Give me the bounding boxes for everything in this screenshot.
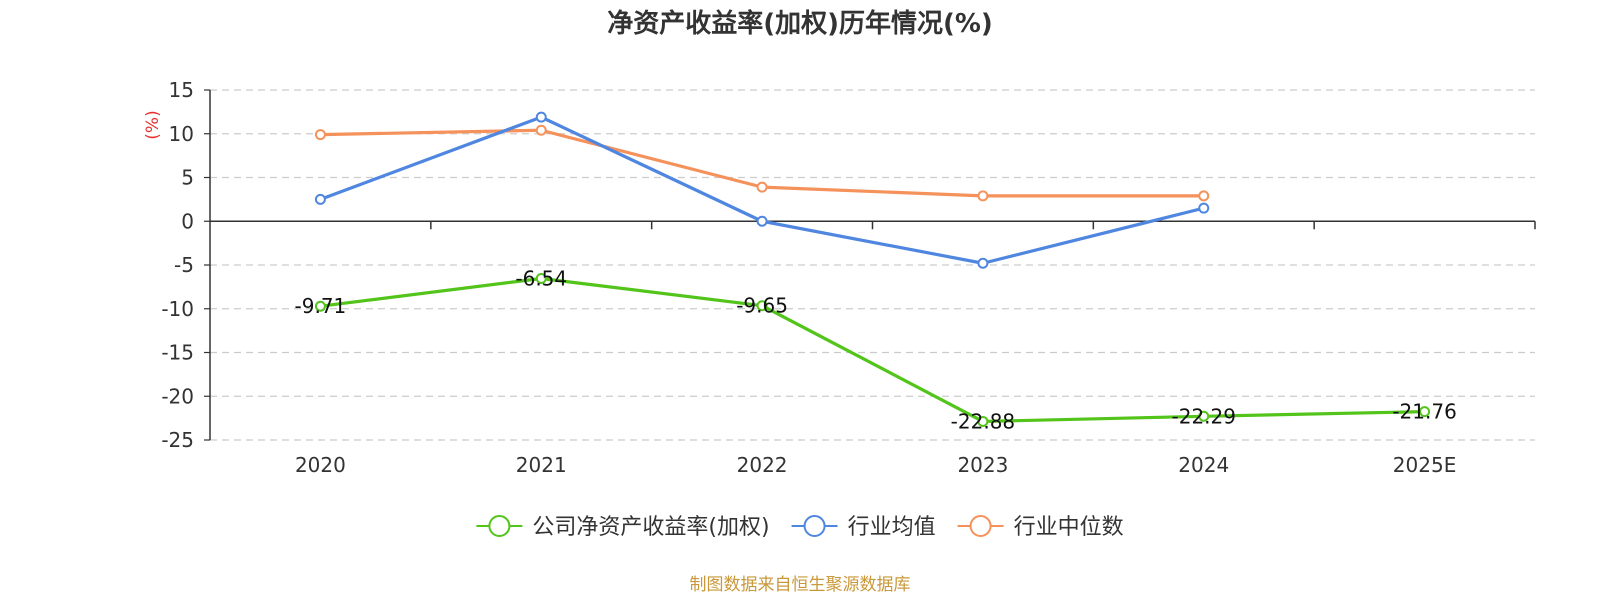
data-label: -21.76 <box>1392 400 1456 424</box>
x-tick-label: 2022 <box>737 453 788 477</box>
grid-lines <box>210 89 1535 441</box>
legend-label: 行业中位数 <box>1014 515 1124 540</box>
axes: 15 10 5 0 -5 -10 -15 -20 -25 2020 2021 2022 2023 2024… <box>161 78 1536 477</box>
y-tick-label: 0 <box>181 209 194 233</box>
x-tick-label: 2023 <box>957 453 1008 477</box>
data-label: -6.54 <box>515 266 567 290</box>
legend-label: 公司净资产收益率(加权) <box>532 515 769 540</box>
data-label: -22.29 <box>1172 404 1236 428</box>
chart-title: 净资产收益率(加权)历年情况(%) <box>607 8 993 39</box>
source-note: 制图数据来自恒生聚源数据库 <box>690 575 911 595</box>
y-tick-label: -25 <box>161 428 194 452</box>
series-lines <box>314 111 1431 427</box>
data-point[interactable] <box>756 300 768 312</box>
data-point[interactable] <box>977 415 989 427</box>
legend: 公司净资产收益率(加权) 行业均值 行业中位数 <box>476 515 1124 540</box>
data-point[interactable] <box>977 190 989 202</box>
data-point[interactable] <box>535 111 547 123</box>
data-label: -9.65 <box>736 294 788 318</box>
data-point[interactable] <box>1198 410 1210 422</box>
data-point[interactable] <box>535 124 547 136</box>
data-point[interactable] <box>1198 202 1210 214</box>
data-point[interactable] <box>756 181 768 193</box>
legend-item-1[interactable]: 行业均值 <box>791 515 936 540</box>
data-point[interactable] <box>535 272 547 284</box>
data-label: -9.71 <box>295 294 347 318</box>
x-tick-label: 2021 <box>516 453 567 477</box>
data-labels: -9.71 -6.54 -9.65 -22.88 -22.29 -21.76 <box>295 266 1457 433</box>
y-tick-label: -10 <box>161 297 194 321</box>
y-tick-label: 5 <box>181 166 194 190</box>
y-tick-label: -15 <box>161 341 194 365</box>
data-point[interactable] <box>756 215 768 227</box>
x-tick-label: 2024 <box>1178 453 1229 477</box>
data-point[interactable] <box>314 129 326 141</box>
legend-marker <box>803 515 826 537</box>
data-point[interactable] <box>977 257 989 269</box>
y-tick-label: 15 <box>169 78 194 102</box>
y-tick-label: 10 <box>169 122 194 146</box>
y-tick-label: -20 <box>161 384 194 408</box>
data-point[interactable] <box>1419 406 1431 418</box>
data-label: -22.88 <box>951 409 1015 433</box>
series-line-0 <box>320 276 1425 424</box>
legend-marker <box>488 515 511 537</box>
x-tick-label: 2025E <box>1393 453 1457 477</box>
legend-item-2[interactable]: 行业中位数 <box>957 515 1124 540</box>
x-tick-label: 2020 <box>295 453 346 477</box>
data-point[interactable] <box>1198 190 1210 202</box>
legend-label: 行业均值 <box>848 515 936 540</box>
legend-item-0[interactable]: 公司净资产收益率(加权) <box>476 515 770 540</box>
y-axis-unit-label: (%) <box>143 110 163 139</box>
data-point[interactable] <box>314 193 326 205</box>
data-point[interactable] <box>314 300 326 312</box>
y-tick-label: -5 <box>174 253 194 277</box>
legend-marker <box>969 515 992 537</box>
